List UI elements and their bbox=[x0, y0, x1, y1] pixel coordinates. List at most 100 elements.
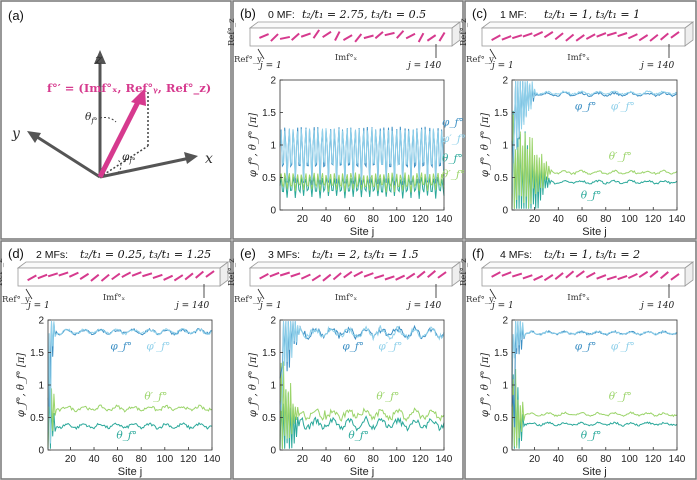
y-tick-label: 2 bbox=[502, 316, 508, 327]
y-tick-label: 0.5 bbox=[494, 173, 508, 184]
spin-arrow bbox=[511, 272, 523, 278]
mf-count-label: 2 MFs: bbox=[36, 249, 68, 261]
spin-arrow bbox=[438, 32, 446, 42]
spin-arrow bbox=[522, 274, 533, 280]
spin-arrow bbox=[405, 32, 416, 40]
chain-box-top bbox=[480, 261, 695, 269]
panel-label: (f) bbox=[472, 246, 484, 261]
chain-refz-label: Ref°_z bbox=[459, 258, 469, 286]
x-tick-label: 20 bbox=[297, 454, 309, 465]
y-tick-label: 1 bbox=[38, 381, 44, 392]
hopping-parameters-label: t₂/t₁ = 1, t₃/t₁ = 1 bbox=[544, 8, 640, 21]
series-line-thetap bbox=[279, 361, 445, 449]
spin-arrow bbox=[511, 34, 523, 40]
projection-line bbox=[99, 145, 149, 178]
panel-b: (b) 0 MF: t₂/t₁ = 2.75, t₃/t₁ = 0.5 Ref°_z R… bbox=[227, 6, 466, 238]
x-tick-label: 100 bbox=[156, 454, 173, 465]
y-tick-label: 0 bbox=[502, 446, 508, 457]
x-tick-label: 20 bbox=[65, 454, 77, 465]
legend-phip: φ′_f° bbox=[611, 100, 635, 112]
series-line-thetap bbox=[279, 172, 445, 193]
spin-arrow bbox=[259, 273, 269, 280]
chain-box-top bbox=[248, 261, 462, 269]
chain-refy-label: Ref°_y bbox=[234, 295, 262, 305]
spin-arrow bbox=[575, 34, 585, 42]
spin-arrow bbox=[121, 271, 132, 279]
chain-box-top bbox=[248, 21, 462, 29]
spin-arrow bbox=[269, 271, 280, 278]
spin-arrow bbox=[533, 274, 544, 281]
chain-first-site-label: j = 1 bbox=[258, 61, 282, 71]
chain-last-site-label: j = 140 bbox=[174, 301, 210, 311]
y-tick-label: 1.5 bbox=[494, 108, 508, 119]
plot-area bbox=[511, 81, 678, 209]
chain-first-site-pointer bbox=[489, 288, 497, 300]
panel-label: (c) bbox=[472, 6, 487, 21]
x-tick-label: 40 bbox=[553, 454, 565, 465]
legend-theta: θ_f° bbox=[348, 429, 369, 441]
spin-arrow bbox=[585, 33, 596, 40]
panel-d: (d) 2 MFs: t₂/t₁ = 0.25, t₃/t₁ = 1.25 Ref°_… bbox=[0, 246, 230, 478]
chain-first-site-pointer bbox=[25, 288, 33, 300]
x-axis-label: Site j bbox=[350, 466, 374, 478]
spin-arrow bbox=[363, 272, 374, 278]
chain-first-site-label: j = 1 bbox=[490, 301, 514, 311]
spin-arrow bbox=[522, 32, 533, 38]
x-tick-label: 80 bbox=[600, 454, 612, 465]
panel-frame-4 bbox=[232, 240, 464, 480]
x-tick-label: 120 bbox=[645, 214, 662, 225]
series-line-phip bbox=[511, 321, 678, 389]
x-tick-label: 140 bbox=[669, 454, 686, 465]
y-tick-label: 2 bbox=[270, 316, 276, 327]
x-tick-label: 120 bbox=[180, 454, 197, 465]
y-tick-label: 1.5 bbox=[494, 348, 508, 359]
chain-box-top bbox=[16, 261, 230, 269]
legend-phip: φ′_f° bbox=[146, 340, 170, 352]
y-axis-label: φ_f°, θ_f° [π] bbox=[248, 353, 259, 417]
chain-refy-label: Ref°_y bbox=[2, 295, 30, 305]
spin-arrow bbox=[195, 270, 205, 279]
y-tick-label: 0.5 bbox=[262, 173, 276, 184]
spin-arrow bbox=[491, 271, 501, 278]
legend-phip: φ′_f° bbox=[611, 340, 635, 352]
theta-arc bbox=[99, 117, 117, 123]
x-tick-label: 40 bbox=[320, 214, 332, 225]
spin-arrow bbox=[290, 272, 301, 278]
chain-last-site-label: j = 140 bbox=[639, 301, 675, 311]
chain-refy-label: Ref°_y bbox=[466, 55, 494, 65]
x-tick-label: 100 bbox=[621, 454, 638, 465]
spin-arrow bbox=[617, 275, 628, 281]
panel-frame-0 bbox=[0, 0, 232, 240]
x-tick-label: 80 bbox=[600, 214, 612, 225]
spin-arrow bbox=[491, 34, 501, 41]
spin-arrow bbox=[332, 272, 342, 281]
chain-box-front bbox=[481, 267, 686, 287]
y-tick-label: 1 bbox=[270, 141, 276, 152]
spin-arrow bbox=[79, 272, 90, 280]
y-axis-label: φ_f°, θ_f° [π] bbox=[480, 353, 491, 417]
chain-refy-label: Ref°_y bbox=[234, 55, 262, 65]
spin-arrow bbox=[184, 272, 194, 281]
hopping-parameters-label: t₂/t₁ = 1, t₃/t₁ = 2 bbox=[544, 248, 640, 261]
legend-phi: φ_f° bbox=[575, 340, 597, 352]
legend-theta: θ_f° bbox=[581, 189, 602, 201]
chain-first-site-pointer bbox=[489, 48, 497, 60]
x-tick-label: 20 bbox=[529, 454, 541, 465]
x-axis-label: x bbox=[205, 151, 213, 167]
panel-c: (c) 1 MF: t₂/t₁ = 1, t₃/t₁ = 1 Ref°_z Ref°_y… bbox=[459, 6, 695, 238]
series-line-phi bbox=[47, 321, 213, 407]
spin-arrow bbox=[501, 271, 512, 277]
y-tick-label: 1.5 bbox=[262, 348, 276, 359]
legend-thetap: θ′_f° bbox=[609, 390, 632, 402]
legend-theta: θ_f° bbox=[581, 429, 602, 441]
y-tick-label: 1.5 bbox=[30, 348, 44, 359]
series-line-thetap bbox=[47, 357, 213, 448]
x-tick-label: 60 bbox=[344, 214, 356, 225]
plot-area bbox=[47, 321, 213, 449]
y-axis-arrowhead bbox=[27, 131, 41, 143]
x-tick-label: 60 bbox=[344, 454, 356, 465]
chain-box-top bbox=[480, 21, 695, 29]
spin-arrow bbox=[90, 273, 100, 282]
spin-arrow bbox=[142, 272, 153, 278]
